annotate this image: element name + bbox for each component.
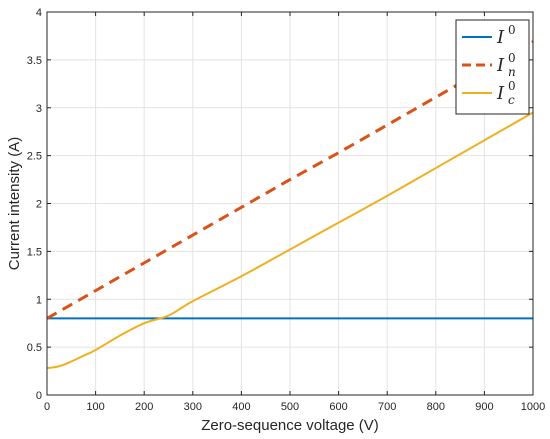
x-tick-label: 500	[281, 401, 299, 413]
series-layer	[46, 40, 534, 370]
y-tick-label: 0	[36, 390, 42, 402]
legend-box	[455, 19, 530, 115]
x-tick-label: 1000	[521, 401, 545, 413]
x-tick-label: 400	[232, 401, 250, 413]
x-tick-label: 100	[86, 401, 104, 413]
y-tick-label: 1	[36, 294, 42, 306]
y-tick-label: 2.5	[27, 151, 42, 163]
x-axis-title: Zero-sequence voltage (V)	[201, 417, 379, 434]
x-tick-label: 0	[44, 401, 50, 413]
y-tick-label: 2	[36, 199, 42, 211]
x-tick-label: 200	[135, 401, 153, 413]
grid-lines	[47, 12, 533, 395]
x-tick-label: 900	[475, 401, 493, 413]
legend-superscript-0: 0	[508, 23, 516, 37]
tick-layer: 0 100 200 300 400 500 600 700 800 900 100000.511.5…	[27, 7, 546, 413]
x-tick-label: 700	[378, 401, 396, 413]
y-tick-label: 4	[36, 7, 42, 19]
legend-label-0: I	[496, 27, 505, 48]
y-tick-label: 3.5	[27, 55, 42, 67]
legend-subscript-2: c	[508, 93, 515, 107]
y-axis-title: Current intensity (A)	[6, 137, 23, 270]
legend-superscript-1: 0	[508, 51, 516, 65]
series-line-2	[46, 111, 534, 370]
x-tick-label: 600	[329, 401, 347, 413]
y-tick-label: 0.5	[27, 342, 42, 354]
legend-label-1: I	[496, 55, 505, 76]
legend: I 0I 0nI 0c	[455, 19, 530, 115]
legend-superscript-2: 0	[508, 79, 516, 93]
x-tick-label: 300	[184, 401, 202, 413]
x-tick-label: 800	[427, 401, 445, 413]
series-line-1	[46, 40, 534, 320]
legend-label-2: I	[496, 83, 505, 104]
y-tick-label: 3	[36, 103, 42, 115]
y-tick-label: 1.5	[27, 246, 42, 258]
legend-subscript-1: n	[508, 65, 516, 79]
